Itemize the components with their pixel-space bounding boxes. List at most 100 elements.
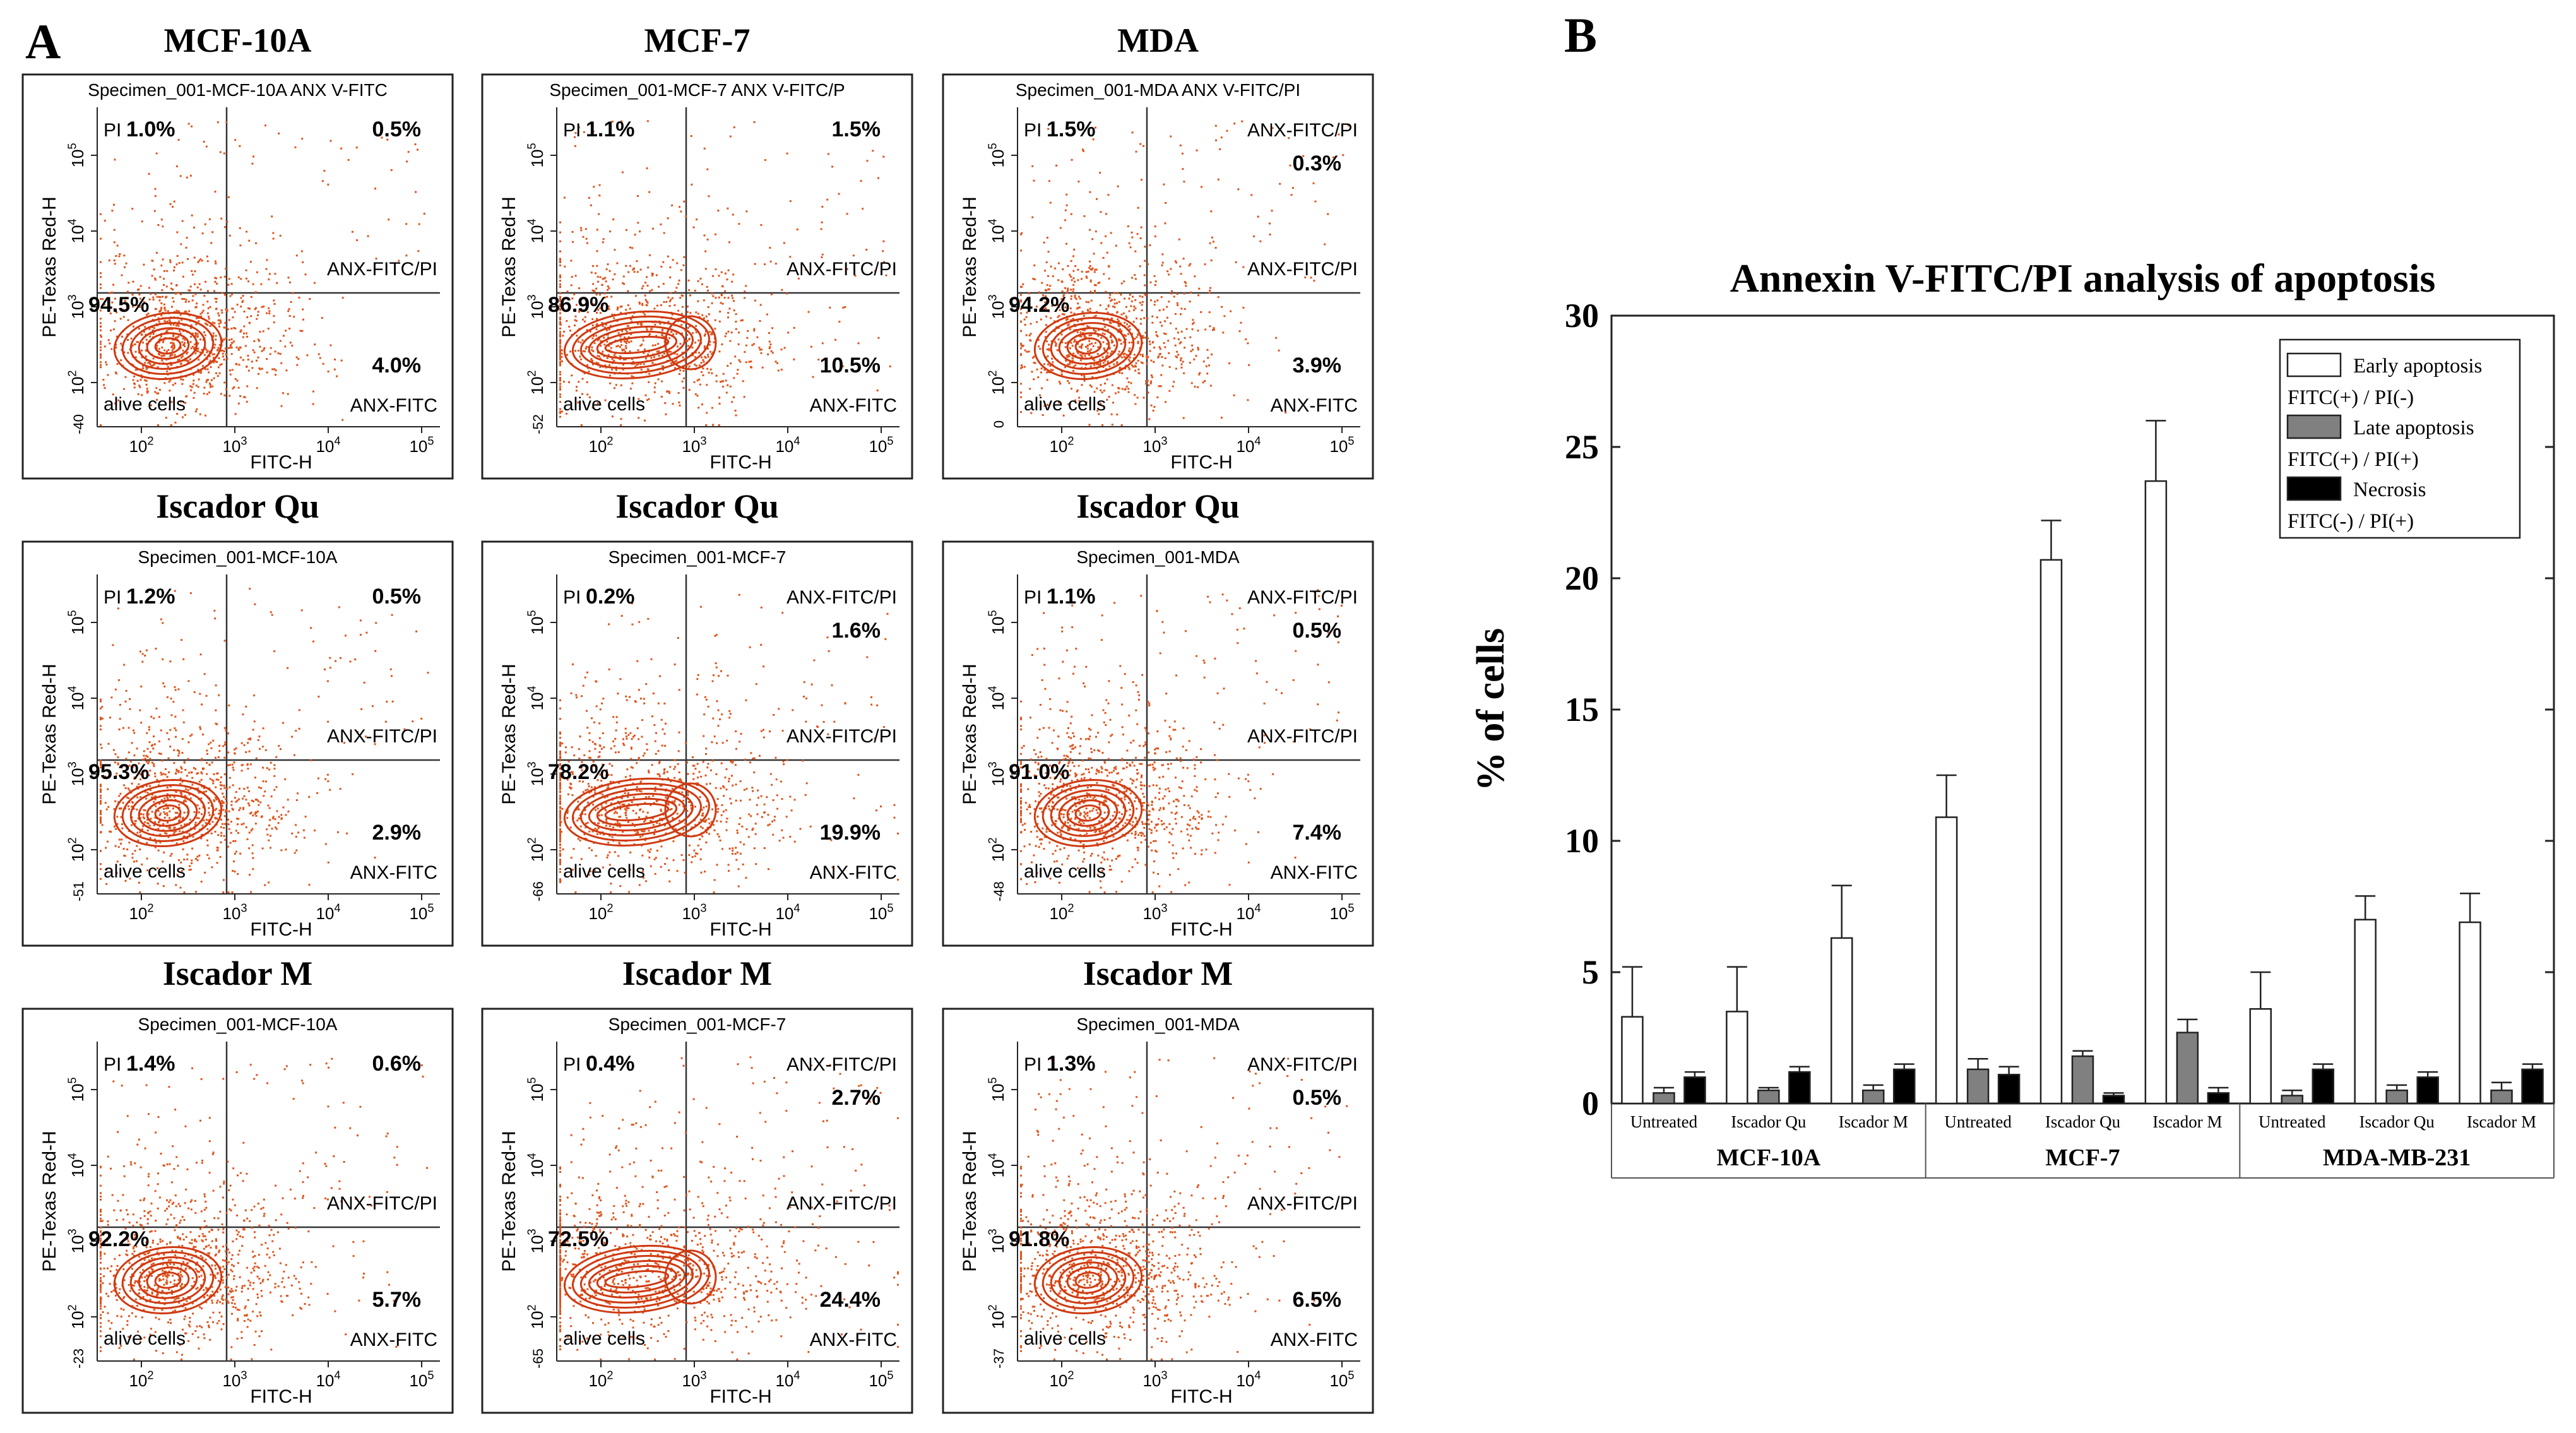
quad-label-alive: alive cells: [104, 394, 186, 415]
flow-plot: MCF-10A Specimen_001-MCF-10A ANX V-FITC 10…: [21, 21, 454, 480]
plot-frame: [481, 73, 913, 480]
panel-label-a: A: [25, 14, 61, 69]
scatter-path: [559, 120, 891, 426]
pct-alive: 72.5%: [548, 1227, 608, 1251]
contour-ring: [563, 777, 710, 847]
y-tick-label: 104: [986, 1153, 1007, 1177]
y-tick-label: 102: [525, 1304, 547, 1329]
contour-ring: [604, 335, 670, 354]
contour-ring: [1050, 789, 1127, 837]
y-min-label: 0: [991, 420, 1007, 428]
y-tick-label: 102: [986, 837, 1007, 862]
quad-label-alive: alive cells: [1024, 861, 1106, 882]
x-tick-label: 104: [316, 434, 340, 456]
pct-upper-right: 0.3%: [1293, 152, 1342, 175]
x-axis-label: FITC-H: [1170, 452, 1232, 473]
quad-label-anx: ANX-FITC: [1271, 395, 1358, 416]
y-tick-label: 105: [66, 1077, 87, 1102]
x-tick-label: 103: [682, 434, 706, 456]
x-tick-label: 105: [409, 1369, 434, 1390]
contour-ring: [154, 1271, 182, 1289]
pct-pi: 1.2%: [126, 585, 175, 609]
bar-early-apoptosis: [1830, 937, 1853, 1105]
contour-ring: [664, 1249, 717, 1305]
plot-title: MCF-7: [644, 21, 751, 59]
quad-label-pi: PI: [563, 587, 581, 608]
pct-upper-right: 0.5%: [1293, 1086, 1342, 1110]
quad-label-anx: ANX-FITC: [350, 395, 437, 416]
y-tick-label: 5: [1582, 953, 1599, 991]
plot-title: Iscador Qu: [1076, 487, 1240, 525]
contour-ring: [596, 1264, 678, 1293]
plot-frame: [481, 540, 913, 947]
quad-label-alive: alive cells: [563, 1328, 645, 1349]
contour-ring: [154, 804, 182, 822]
x-axis-label: FITC-H: [250, 1386, 312, 1407]
quad-label-anx: ANX-FITC: [350, 1329, 437, 1350]
legend-swatch: [2286, 476, 2342, 501]
contour-lines: [113, 779, 223, 847]
y-tick-label: 25: [1565, 428, 1599, 466]
pct-alive: 95.3%: [88, 760, 149, 784]
quad-label-anx: ANX-FITC: [350, 862, 437, 883]
flow-plot: Iscador Qu Specimen_001-MCF-10A 102 103 104 1…: [21, 487, 454, 947]
x-axis-label: FITC-H: [1170, 919, 1232, 940]
legend-entry: Late apoptosis: [2353, 417, 2474, 439]
scatter-dots: [1020, 1057, 1349, 1360]
y-axis-label: % of cells: [1469, 628, 1512, 791]
group-label: MDA-MB-231: [2323, 1145, 2471, 1171]
x-tick-label: 104: [1236, 901, 1261, 923]
quad-label-upper-right: ANX-FITC/PI: [1247, 587, 1358, 608]
pct-upper-right: 1.5%: [832, 117, 881, 141]
bar-necrosis: [2312, 1068, 2335, 1105]
bar-late-apoptosis: [2281, 1095, 2304, 1105]
y-tick-label: 105: [986, 143, 1007, 167]
x-tick-label: 102: [129, 434, 153, 456]
contour-lines: [563, 1244, 717, 1314]
contour-ring: [138, 1261, 198, 1299]
flow-plot: MCF-7 Specimen_001-MCF-7 ANX V-FITC/P 102 1…: [481, 21, 913, 480]
x-tick-label: 105: [869, 901, 893, 923]
x-tick-label: 102: [588, 434, 613, 456]
quad-label-pi: PI: [104, 587, 121, 608]
y-tick-label: 15: [1565, 691, 1599, 728]
x-tick-label: 104: [775, 901, 800, 923]
contour-ring: [113, 779, 223, 847]
y-tick-label: 105: [66, 143, 87, 167]
plot-title: MCF-10A: [164, 21, 312, 59]
x-tick-label: 105: [409, 434, 434, 456]
quad-label-pi: PI: [104, 1054, 121, 1075]
x-tick-label: 103: [1143, 1369, 1167, 1390]
contour-ring: [1066, 1266, 1110, 1294]
x-tick-label: 105: [869, 434, 893, 456]
y-tick-label: 104: [525, 686, 547, 710]
contour-ring: [146, 1266, 190, 1294]
contour-ring: [1058, 327, 1119, 365]
plot-title: Iscador Qu: [615, 487, 779, 525]
pct-upper-right: 0.5%: [1293, 619, 1342, 643]
x-tick-label: 103: [1143, 901, 1167, 923]
panel-label-b: B: [1564, 8, 1597, 62]
x-tick-label: 102: [1049, 901, 1074, 923]
contour-ring: [604, 802, 670, 821]
contour-ring: [664, 782, 717, 838]
bar-necrosis: [1892, 1068, 1916, 1105]
y-tick-label: 104: [66, 1153, 87, 1177]
y-tick-label: 104: [986, 686, 1007, 710]
y-tick-label: 10: [1565, 822, 1599, 860]
x-tick-label: 102: [129, 901, 153, 923]
contour-ring: [154, 337, 182, 355]
x-category-label: Untreated: [1630, 1112, 1698, 1131]
contour-ring: [563, 310, 710, 380]
quad-label-upper-right: ANX-FITC/PI: [1247, 120, 1358, 141]
y-tick-label: 104: [986, 218, 1007, 243]
x-tick-label: 104: [775, 1369, 800, 1390]
x-tick-label: 102: [1049, 1369, 1074, 1390]
contour-lines: [113, 312, 223, 380]
quad-label-pi: PI: [1024, 587, 1042, 608]
x-tick-label: 103: [222, 434, 247, 456]
contour-lines: [1033, 312, 1143, 380]
x-tick-label: 103: [682, 1369, 706, 1390]
plot-frame: [21, 540, 454, 947]
scatter-dots: [100, 1057, 428, 1360]
